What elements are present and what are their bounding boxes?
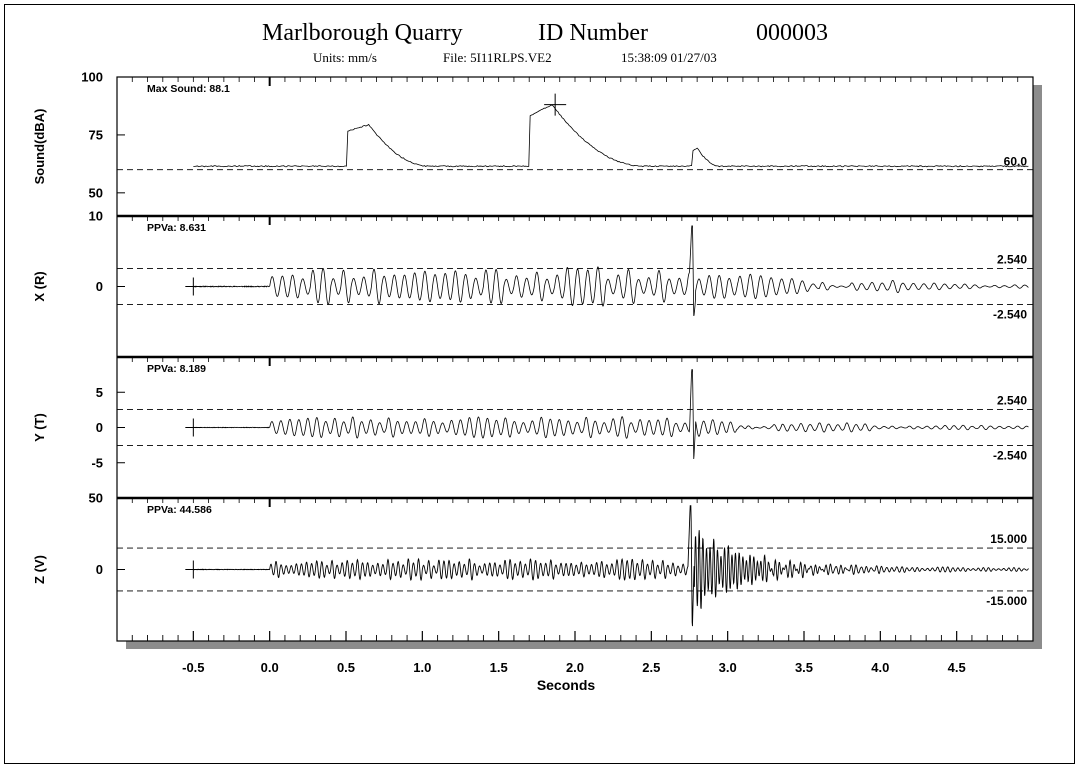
y-tick-label: 0	[96, 562, 103, 577]
panel-annotation: PPVa: 8.631	[147, 222, 206, 234]
max-sound-marker	[544, 93, 567, 116]
y-axis-label: Z (V)	[32, 555, 47, 584]
report-subtitle: Units: mm/s File: 5I11RLPS.VE2 15:38:09 …	[0, 50, 1081, 66]
panel-y: Y (T) -5 0 5 2.540 -2.540 PPVa: 8.189	[32, 355, 1033, 470]
x-tick-label: 1.5	[490, 660, 508, 675]
x-tick-label: 2.5	[642, 660, 660, 675]
waveform-line	[193, 104, 1029, 168]
y-tick-label: 50	[89, 185, 103, 200]
x-tick-label: 0.5	[337, 660, 355, 675]
y-axis-label: Sound(dBA)	[32, 109, 47, 185]
report-title: Marlborough Quarry ID Number 000003	[0, 20, 1081, 50]
threshold-label: 15.000	[990, 532, 1027, 546]
panel-z: Z (V) 0 50 15.000 -15.000 PPVa: 44.586	[32, 491, 1033, 627]
y-tick-label: 0	[96, 279, 103, 294]
panel-x: X (R) 0 10 2.540 -2.540 PPVa: 8.631	[32, 209, 1033, 321]
x-axis: -0.5 0.0 0.5 1.0 1.5 2.0 2.5 3.0 3.5 4.0 4.5 Second…	[131, 631, 1019, 693]
panel-annotation: PPVa: 8.189	[147, 363, 206, 375]
y-tick-label: 10	[89, 209, 103, 224]
y-axis-label: Y (T)	[32, 413, 47, 442]
y-tick-label: 100	[81, 70, 103, 85]
y-tick-label: 5	[96, 385, 103, 400]
y-tick-label: 0	[96, 420, 103, 435]
x-tick-label: 3.5	[795, 660, 813, 675]
x-tick-label: 0.0	[261, 660, 279, 675]
threshold-label: 2.540	[997, 253, 1027, 267]
units-label: Units: mm/s	[313, 50, 377, 65]
y-tick-label: 75	[89, 127, 103, 142]
threshold-label: -15.000	[986, 594, 1027, 608]
panel-sound: Sound(dBA) 50 75 100 60.0 Max Sound: 88.1	[32, 70, 1033, 200]
site-name: Marlborough Quarry	[262, 20, 463, 46]
trigger-marker	[185, 277, 202, 296]
waveform-line	[193, 369, 1029, 459]
panel-annotation: PPVa: 44.586	[147, 504, 212, 516]
trigger-marker	[185, 560, 202, 579]
panel-annotation: Max Sound: 88.1	[147, 83, 230, 95]
x-tick-label: 4.0	[871, 660, 889, 675]
waveform-line	[193, 225, 1029, 317]
x-tick-label: 4.5	[948, 660, 966, 675]
trigger-marker	[185, 418, 202, 437]
threshold-label: 2.540	[997, 394, 1027, 408]
y-tick-label: -5	[91, 455, 103, 470]
y-tick-label: 50	[89, 491, 103, 506]
threshold-label: 60.0	[1004, 155, 1028, 169]
id-label: ID Number	[538, 20, 648, 46]
file-label: File: 5I11RLPS.VE2	[443, 50, 552, 65]
x-tick-label: 3.0	[719, 660, 737, 675]
datetime-label: 15:38:09 01/27/03	[621, 50, 717, 65]
x-tick-label: 2.0	[566, 660, 584, 675]
y-axis-label: X (R)	[32, 271, 47, 301]
x-axis-label: Seconds	[537, 677, 596, 693]
threshold-label: -2.540	[993, 307, 1027, 321]
threshold-label: -2.540	[993, 448, 1027, 462]
waveform-line	[193, 505, 1029, 627]
x-tick-label: 1.0	[413, 660, 431, 675]
x-tick-label: -0.5	[182, 660, 204, 675]
id-value: 000003	[756, 20, 828, 46]
